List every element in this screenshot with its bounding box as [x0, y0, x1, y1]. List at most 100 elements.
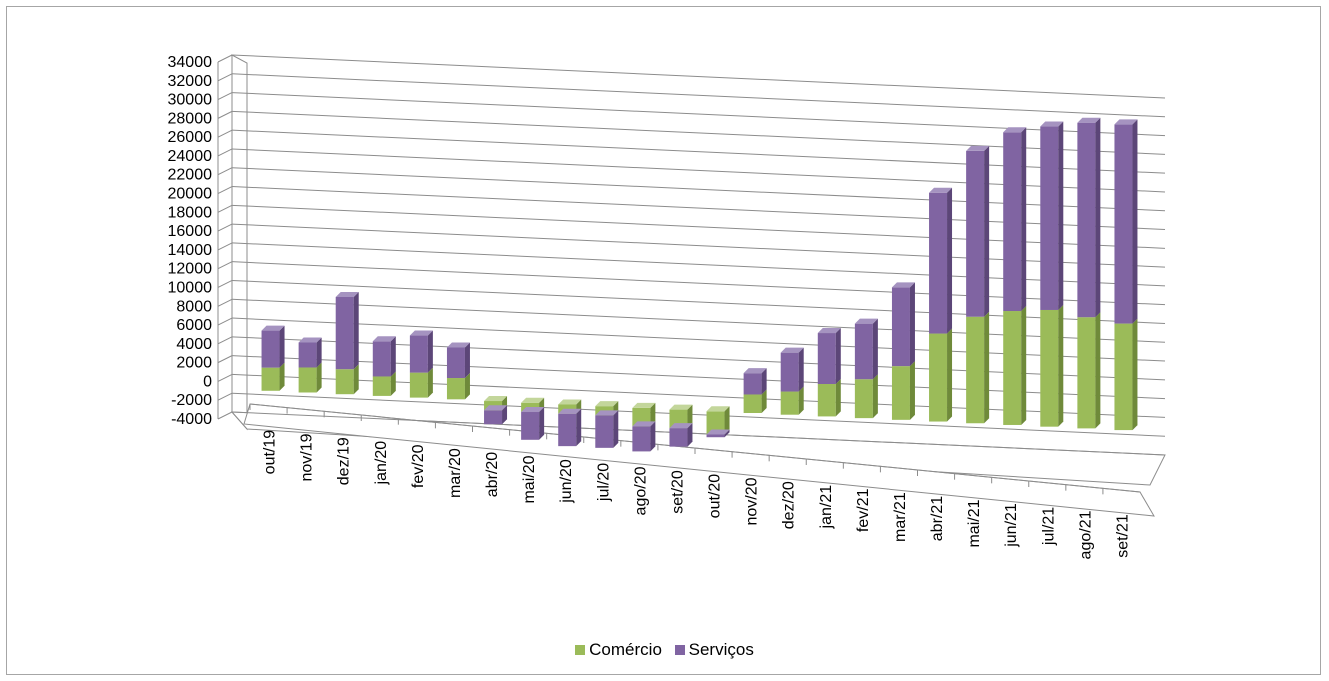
- x-tick-label-0: out/19: [262, 430, 279, 475]
- bar-comercio-11-top: [669, 404, 693, 410]
- gridline-side-6: [217, 167, 233, 176]
- bar-comercio-10-side: [650, 402, 656, 427]
- bar-servicos-10-side: [650, 421, 656, 452]
- x-tick-label-21: jul/21: [1040, 507, 1057, 546]
- bar-servicos-1-top: [298, 337, 322, 343]
- x-tick-label-6: abr/20: [484, 452, 501, 497]
- bar-comercio-9-top: [595, 401, 619, 407]
- bar-servicos-13-top: [743, 368, 767, 374]
- bar-comercio-1-front: [298, 367, 317, 393]
- bar-comercio-0-side: [279, 362, 285, 391]
- bar-servicos-5-top: [446, 342, 470, 348]
- y-tick-label-5: 24000: [168, 148, 213, 165]
- gridline-side-13: [217, 298, 233, 307]
- bar-servicos-14-front: [780, 352, 799, 392]
- bar-servicos-22-top: [1077, 117, 1101, 123]
- bar-servicos-7-side: [539, 407, 545, 440]
- gridline-side-14: [217, 317, 233, 326]
- x-tick-label-12: out/20: [707, 474, 724, 519]
- gridline-0: [231, 54, 1166, 99]
- gridline-side-5: [217, 148, 233, 157]
- bar-comercio-23-front: [1114, 323, 1133, 431]
- bar-servicos-16-side: [872, 318, 878, 380]
- bar-comercio-17-side: [909, 361, 915, 420]
- y-tick-label-12: 10000: [168, 279, 213, 296]
- gridline-19: [231, 411, 1166, 456]
- x-tick-label-8: jun/20: [558, 459, 575, 504]
- gridline-side-2: [217, 92, 233, 101]
- bar-servicos-3-front: [372, 341, 391, 377]
- y-tick-label-19: -4000: [171, 411, 212, 428]
- y-tick-label-14: 6000: [176, 317, 212, 334]
- bar-servicos-8-front: [558, 413, 577, 447]
- bar-servicos-16-top: [854, 318, 878, 324]
- bar-comercio-21-side: [1058, 304, 1064, 427]
- y-tick-label-10: 14000: [168, 242, 213, 259]
- bar-servicos-21-side: [1058, 121, 1064, 310]
- bar-servicos-2-front: [335, 296, 354, 370]
- gridline-side-3: [217, 110, 233, 119]
- bar-comercio-4-side: [427, 367, 433, 398]
- bar-servicos-20-top: [1003, 127, 1027, 133]
- legend-swatch-comercio: [575, 645, 586, 655]
- bar-comercio-3-front: [372, 376, 391, 396]
- bar-servicos-3-side: [390, 336, 396, 377]
- bar-servicos-10-front: [632, 426, 651, 452]
- x-tick-label-13: nov/20: [744, 477, 761, 525]
- bar-servicos-6-front: [484, 410, 503, 425]
- bar-servicos-17-top: [891, 282, 915, 288]
- bar-servicos-15-top: [817, 328, 841, 334]
- bar-comercio-4-front: [409, 372, 428, 398]
- bar-comercio-10-top: [632, 402, 656, 408]
- bar-comercio-12-front: [706, 411, 725, 435]
- x-tick-label-1: nov/19: [299, 433, 316, 481]
- bar-servicos-14-top: [780, 347, 804, 353]
- x-tick-label-19: mai/21: [966, 499, 983, 547]
- bar-servicos-19-side: [984, 145, 990, 317]
- x-tick-label-20: jun/21: [1003, 503, 1020, 548]
- bar-servicos-2-top: [335, 291, 359, 297]
- bar-servicos-18-side: [947, 187, 953, 334]
- gridline-side-12: [217, 280, 233, 288]
- x-tick-label-22: ago/21: [1077, 510, 1094, 559]
- bar-servicos-12-side: [724, 429, 730, 438]
- bar-servicos-18-front: [929, 192, 948, 334]
- y-tick-label-4: 26000: [168, 129, 213, 146]
- bar-comercio-8-top: [558, 399, 582, 405]
- bar-servicos-20-front: [1003, 132, 1022, 312]
- bar-comercio-7-top: [521, 397, 545, 403]
- x-tick-label-15: jan/21: [818, 485, 835, 530]
- y-tick-label-1: 32000: [168, 73, 213, 90]
- gridline-side-8: [217, 204, 233, 213]
- gridline-side-17: [217, 373, 233, 382]
- x-tick-label-4: fev/20: [410, 444, 427, 488]
- bar-comercio-15-side: [835, 378, 841, 417]
- bar-servicos-8-top: [558, 408, 582, 414]
- bar-servicos-4-top: [409, 330, 433, 336]
- x-tick-label-11: set/20: [669, 470, 686, 514]
- y-tick-label-3: 28000: [168, 110, 213, 127]
- bar-comercio-19-side: [984, 311, 990, 424]
- y-tick-label-18: -2000: [171, 392, 212, 409]
- gridline-side-15: [217, 336, 233, 345]
- bar-servicos-11-top: [669, 423, 693, 429]
- bar-servicos-23-side: [1132, 119, 1138, 324]
- bar-comercio-23-side: [1132, 318, 1138, 431]
- bar-servicos-7-front: [521, 412, 540, 440]
- gridline-side-1: [217, 73, 233, 82]
- bar-servicos-17-front: [891, 287, 910, 367]
- legend-item-servicos: Serviços: [674, 640, 754, 660]
- bar-comercio-17-front: [891, 366, 910, 420]
- bar-servicos-3-top: [372, 336, 396, 342]
- bar-servicos-22-front: [1077, 122, 1096, 318]
- y-tick-label-6: 22000: [168, 167, 213, 184]
- bar-servicos-21-top: [1040, 121, 1064, 127]
- gridline-side-0: [217, 54, 233, 63]
- bar-servicos-9-top: [595, 410, 619, 416]
- bar-comercio-22-front: [1077, 317, 1096, 429]
- legend-label-servicos: Serviços: [688, 640, 754, 659]
- gridline-side-7: [217, 186, 233, 194]
- bar-servicos-0-side: [279, 325, 285, 368]
- bar-comercio-3-side: [390, 371, 396, 396]
